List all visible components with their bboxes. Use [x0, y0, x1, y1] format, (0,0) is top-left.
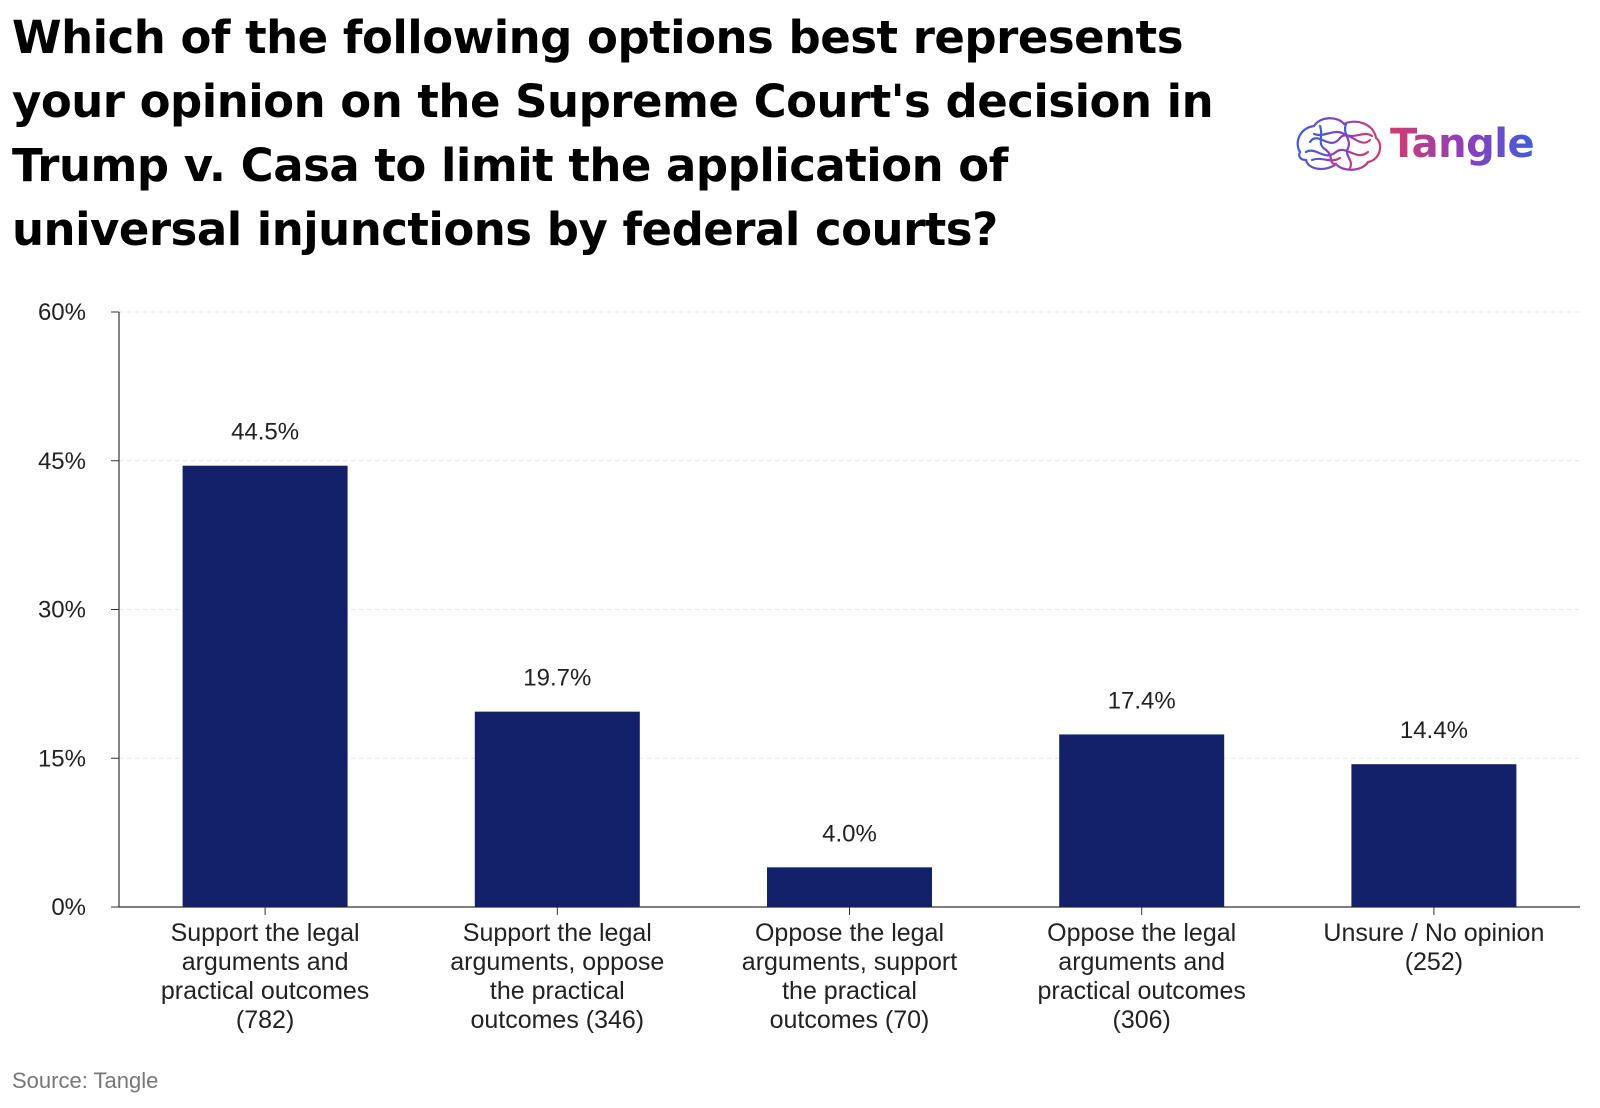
- x-tick-label-line: the practical: [490, 977, 625, 1005]
- y-tick-label: 0%: [51, 894, 86, 921]
- x-tick-label-line: outcomes (346): [470, 1006, 644, 1034]
- x-tick-label-line: outcomes (70): [770, 1006, 930, 1034]
- x-tick-label-line: Unsure / No opinion: [1323, 919, 1544, 947]
- chart-title: Which of the following options best repr…: [12, 11, 1214, 256]
- x-tick-label: Unsure / No opinion (252): [1323, 919, 1544, 976]
- x-tick-label: Oppose the legal arguments, support the pr…: [742, 919, 957, 1034]
- x-tick-label-line: Support the legal: [171, 919, 360, 947]
- y-tick-labels: 0% 15% 30% 45% 60%: [38, 299, 86, 921]
- data-label: 17.4%: [1108, 687, 1176, 714]
- data-label: 14.4%: [1400, 717, 1468, 744]
- y-tick-label: 30%: [38, 597, 86, 624]
- x-tick-label-line: (782): [236, 1006, 294, 1034]
- brain-icon: [1296, 117, 1382, 171]
- logo-text: Tangle: [1390, 121, 1535, 167]
- data-label: 4.0%: [822, 820, 877, 847]
- bar-chart: 0%15%30%45%60% 44.5%19.7%4.0%17.4%14.4% …: [38, 299, 1580, 1034]
- bars: [182, 465, 1517, 907]
- x-tick-label-line: arguments, oppose: [450, 948, 664, 976]
- bar: [474, 711, 640, 907]
- data-label: 19.7%: [523, 665, 591, 692]
- x-tick-label: Oppose the legal arguments and practical o…: [1037, 919, 1245, 1034]
- data-labels: 44.5% 19.7% 4.0% 17.4% 14.4%: [231, 419, 1468, 848]
- x-tick-label-line: Support the legal: [463, 919, 652, 947]
- source-note: Source: Tangle: [12, 1068, 159, 1093]
- x-tick-labels: Support the legal arguments and practical …: [161, 919, 1545, 1034]
- x-tick-label-line: Oppose the legal: [1047, 919, 1236, 947]
- x-tick-label-line: arguments and: [1058, 948, 1225, 976]
- x-tick-label-line: (252): [1405, 948, 1463, 976]
- x-tick-label: Support the legal arguments and practical …: [161, 919, 369, 1034]
- bar: [1059, 734, 1225, 907]
- gridlines: [119, 311, 1580, 759]
- bar: [767, 867, 932, 907]
- x-tick-label-line: (306): [1113, 1006, 1171, 1034]
- data-label: 44.5%: [231, 419, 299, 446]
- x-tick-label-line: practical outcomes: [161, 977, 369, 1005]
- tangle-logo: Tangle: [1290, 112, 1535, 176]
- y-tick-label: 15%: [38, 745, 86, 772]
- x-tick-label-line: Oppose the legal: [755, 919, 944, 947]
- x-tick-label-line: arguments, support: [742, 948, 957, 976]
- bar: [182, 465, 348, 907]
- x-tick-label: Support the legal arguments, oppose the pr…: [450, 919, 664, 1034]
- bar: [1351, 764, 1517, 907]
- x-tick-label-line: the practical: [782, 977, 917, 1005]
- x-tick-label-line: arguments and: [182, 948, 349, 976]
- y-tick-label: 60%: [38, 299, 86, 326]
- x-tick-label-line: practical outcomes: [1037, 977, 1245, 1005]
- y-tick-label: 45%: [38, 448, 86, 475]
